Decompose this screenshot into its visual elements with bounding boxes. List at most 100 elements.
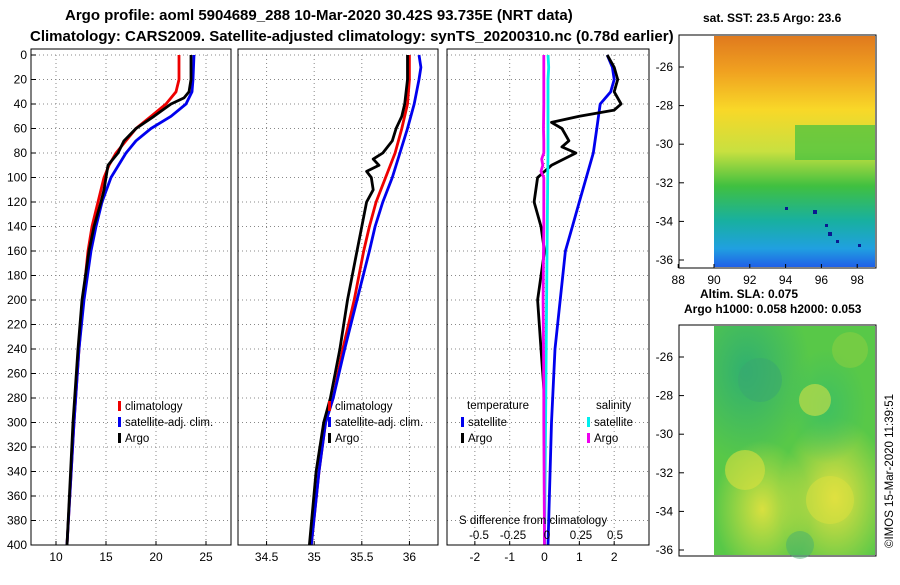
sla-y-tick-label: -28: [656, 389, 674, 403]
series-line-salinity-satellite: [543, 54, 551, 546]
depth-tick-label: 360: [7, 489, 27, 503]
x-tick-label: 2: [611, 550, 618, 564]
sla-y-tick-label: -34: [656, 504, 674, 518]
s-difference-axis-label: S difference from climatology: [459, 515, 607, 527]
sla-blob: [799, 384, 831, 416]
legend-temperature-title: temperature: [467, 400, 529, 412]
salinity-panel: 34.5 35 35.5 36: [237, 48, 439, 564]
sst-y-tick-label: -26: [656, 60, 674, 74]
series-line-satellite-adj-clim-: [65, 54, 196, 546]
x-tick-label: 35.5: [350, 550, 374, 564]
plot-frame: [237, 48, 439, 546]
legend-argo: Argo: [335, 433, 359, 445]
s-tick-label: -0.5: [469, 530, 489, 542]
x-tick-label: 34.5: [255, 550, 279, 564]
sst-x-tick-label: 98: [851, 273, 865, 287]
sst-y-tick-label: -30: [656, 137, 674, 151]
legend-climatology: climatology: [335, 401, 393, 413]
legend-salinity-title: salinity: [596, 400, 631, 412]
legend-climatology-swatch: [118, 401, 121, 411]
depth-tick-label: 260: [7, 367, 27, 381]
sla-blob: [725, 450, 765, 490]
sst-pixel: [858, 244, 861, 247]
s-tick-label: 0.25: [570, 530, 592, 542]
depth-tick-label: 60: [14, 122, 28, 136]
difference-panel: -2 -1 0 1 2: [446, 48, 650, 564]
x-tick-label: 15: [99, 550, 113, 564]
sst-y-tick-label: -28: [656, 99, 674, 113]
sst-x-tick-label: 90: [707, 273, 721, 287]
depth-tick-label: 20: [14, 73, 28, 87]
sst-y-tick-label: -36: [656, 253, 674, 267]
depth-tick-label: 220: [7, 318, 27, 332]
legend-satellite-adj: satellite-adj. clim.: [125, 417, 213, 429]
legend-satellite-swatch: [328, 417, 331, 427]
depth-tick-label: 200: [7, 293, 27, 307]
sst-y-tick-label: -32: [656, 176, 674, 190]
sst-x-tick-label: 96: [815, 273, 829, 287]
sst-map-title: sat. SST: 23.5 Argo: 23.6: [703, 11, 842, 25]
sst-y-tick-label: -34: [656, 214, 674, 228]
sla-y-tick-label: -32: [656, 466, 674, 480]
s-tick-label: -0.25: [500, 530, 526, 542]
depth-tick-label: 40: [14, 97, 28, 111]
salinity-legend: climatology satellite-adj. clim. Argo: [328, 401, 423, 445]
series-line-salinity-argo: [539, 55, 546, 546]
legend-climatology: climatology: [125, 401, 183, 413]
depth-tick-label: 80: [14, 146, 28, 160]
s-tick-label: 0.5: [607, 530, 623, 542]
sst-x-tick-label: 88: [672, 273, 686, 287]
depth-tick-label: 280: [7, 391, 27, 405]
depth-axis: 0 20 40 60 80 100 120 140 160 180 200 220 240 260 280 3…: [7, 48, 36, 552]
x-tick-label: 36: [403, 550, 417, 564]
series-line-argo: [65, 55, 193, 546]
sla-y-tick-label: -36: [656, 543, 674, 557]
depth-tick-label: 120: [7, 195, 27, 209]
depth-tick-label: 340: [7, 465, 27, 479]
depth-tick-label: 300: [7, 416, 27, 430]
depth-tick-label: 0: [20, 48, 27, 62]
sst-pixel: [813, 210, 817, 214]
depth-tick-label: 180: [7, 269, 27, 283]
x-tick-label: 25: [199, 550, 213, 564]
legend-satellite-swatch: [118, 417, 121, 427]
sla-blob: [738, 358, 782, 402]
sst-pixel: [825, 224, 828, 227]
s-tick-label: 0: [544, 530, 550, 542]
legend-climatology-swatch: [328, 401, 331, 411]
legend-sal-argo-swatch: [587, 433, 590, 443]
x-tick-label: -1: [504, 550, 515, 564]
s-difference-ticks: -0.5 -0.25 0 0.25 0.5: [469, 530, 623, 542]
series-line-temperature-argo: [532, 54, 623, 545]
sla-map-axes: -26 -28 -30 -32 -34 -36: [656, 350, 684, 557]
series-line-temperature-satellite: [546, 54, 616, 546]
sla-blob: [832, 332, 868, 368]
x-tick-label: 1: [576, 550, 583, 564]
depth-tick-label: 100: [7, 171, 27, 185]
sla-blob: [806, 476, 854, 524]
sla-map-title-1: Altim. SLA: 0.075: [700, 287, 798, 301]
sla-map: [678, 324, 877, 559]
legend-sal-argo: Argo: [594, 433, 618, 445]
legend-temp-satellite-swatch: [461, 417, 464, 427]
sla-y-tick-label: -26: [656, 350, 674, 364]
legend-sal-satellite-swatch: [587, 417, 590, 427]
x-tick-label: 35: [308, 550, 322, 564]
sst-pixel: [836, 240, 839, 243]
legend-argo: Argo: [125, 433, 149, 445]
plot-frame: [446, 48, 650, 546]
figure-title-line2: Climatology: CARS2009. Satellite-adjuste…: [30, 28, 674, 45]
x-tick-label: 20: [149, 550, 163, 564]
temperature-panel: 10 15 20 25: [30, 48, 232, 564]
series-line-argo: [308, 55, 409, 546]
depth-tick-label: 320: [7, 440, 27, 454]
depth-tick-label: 400: [7, 538, 27, 552]
plot-frame: [30, 48, 232, 546]
figure-title-line1: Argo profile: aoml 5904689_288 10-Mar-20…: [65, 7, 573, 24]
legend-temp-argo: Argo: [468, 433, 492, 445]
depth-tick-label: 140: [7, 220, 27, 234]
x-tick-label: -2: [470, 550, 481, 564]
legend-argo-swatch: [118, 433, 121, 443]
sst-x-tick-label: 92: [743, 273, 757, 287]
